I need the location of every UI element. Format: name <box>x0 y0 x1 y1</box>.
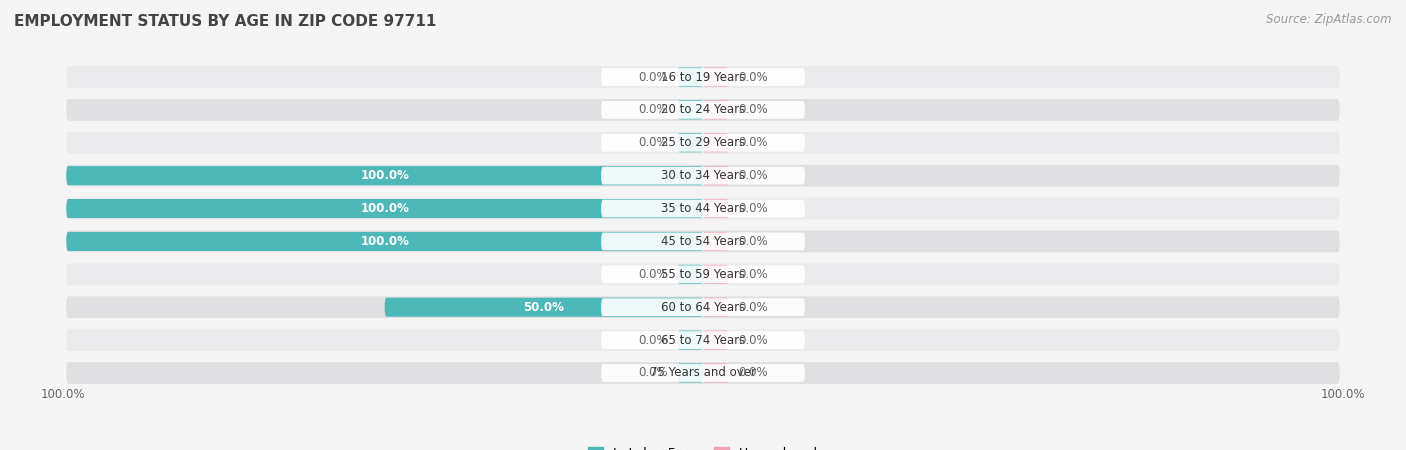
Text: 0.0%: 0.0% <box>738 169 768 182</box>
FancyBboxPatch shape <box>678 68 703 86</box>
FancyBboxPatch shape <box>602 101 804 119</box>
FancyBboxPatch shape <box>703 364 728 382</box>
FancyBboxPatch shape <box>678 100 703 119</box>
Text: 100.0%: 100.0% <box>360 202 409 215</box>
FancyBboxPatch shape <box>66 362 1340 384</box>
Text: 60 to 64 Years: 60 to 64 Years <box>661 301 745 314</box>
FancyBboxPatch shape <box>703 166 728 185</box>
FancyBboxPatch shape <box>66 230 1340 252</box>
Text: 0.0%: 0.0% <box>738 366 768 379</box>
Text: 0.0%: 0.0% <box>638 104 668 117</box>
FancyBboxPatch shape <box>703 133 728 152</box>
Text: 0.0%: 0.0% <box>738 333 768 346</box>
FancyBboxPatch shape <box>66 132 1340 153</box>
Text: EMPLOYMENT STATUS BY AGE IN ZIP CODE 97711: EMPLOYMENT STATUS BY AGE IN ZIP CODE 977… <box>14 14 436 28</box>
Text: 0.0%: 0.0% <box>638 71 668 84</box>
Text: 35 to 44 Years: 35 to 44 Years <box>661 202 745 215</box>
Text: 0.0%: 0.0% <box>738 202 768 215</box>
FancyBboxPatch shape <box>602 331 804 349</box>
Text: 100.0%: 100.0% <box>41 388 86 401</box>
FancyBboxPatch shape <box>66 297 1340 318</box>
FancyBboxPatch shape <box>66 99 1340 121</box>
FancyBboxPatch shape <box>703 331 728 350</box>
Text: 0.0%: 0.0% <box>638 333 668 346</box>
FancyBboxPatch shape <box>703 100 728 119</box>
Text: 50.0%: 50.0% <box>523 301 564 314</box>
FancyBboxPatch shape <box>703 265 728 284</box>
FancyBboxPatch shape <box>602 233 804 250</box>
Text: 100.0%: 100.0% <box>360 169 409 182</box>
Text: 0.0%: 0.0% <box>738 268 768 281</box>
FancyBboxPatch shape <box>66 199 703 218</box>
FancyBboxPatch shape <box>703 68 728 86</box>
Text: 0.0%: 0.0% <box>638 268 668 281</box>
Text: 16 to 19 Years: 16 to 19 Years <box>661 71 745 84</box>
FancyBboxPatch shape <box>66 232 703 251</box>
FancyBboxPatch shape <box>678 364 703 382</box>
FancyBboxPatch shape <box>66 263 1340 285</box>
FancyBboxPatch shape <box>66 198 1340 220</box>
FancyBboxPatch shape <box>703 298 728 317</box>
FancyBboxPatch shape <box>66 165 1340 186</box>
Text: 65 to 74 Years: 65 to 74 Years <box>661 333 745 346</box>
Text: 0.0%: 0.0% <box>738 235 768 248</box>
Text: 100.0%: 100.0% <box>1320 388 1365 401</box>
FancyBboxPatch shape <box>602 200 804 217</box>
FancyBboxPatch shape <box>602 266 804 283</box>
Text: 0.0%: 0.0% <box>738 136 768 149</box>
Text: 100.0%: 100.0% <box>360 235 409 248</box>
Text: 45 to 54 Years: 45 to 54 Years <box>661 235 745 248</box>
FancyBboxPatch shape <box>602 298 804 316</box>
Text: 0.0%: 0.0% <box>738 301 768 314</box>
Text: 0.0%: 0.0% <box>638 366 668 379</box>
FancyBboxPatch shape <box>385 298 703 317</box>
FancyBboxPatch shape <box>66 66 1340 88</box>
FancyBboxPatch shape <box>703 232 728 251</box>
FancyBboxPatch shape <box>602 68 804 86</box>
FancyBboxPatch shape <box>678 265 703 284</box>
FancyBboxPatch shape <box>678 331 703 350</box>
FancyBboxPatch shape <box>66 166 703 185</box>
Legend: In Labor Force, Unemployed: In Labor Force, Unemployed <box>583 442 823 450</box>
FancyBboxPatch shape <box>602 134 804 152</box>
Text: Source: ZipAtlas.com: Source: ZipAtlas.com <box>1267 14 1392 27</box>
Text: 25 to 29 Years: 25 to 29 Years <box>661 136 745 149</box>
Text: 0.0%: 0.0% <box>738 104 768 117</box>
FancyBboxPatch shape <box>703 199 728 218</box>
FancyBboxPatch shape <box>602 167 804 184</box>
Text: 55 to 59 Years: 55 to 59 Years <box>661 268 745 281</box>
Text: 0.0%: 0.0% <box>638 136 668 149</box>
FancyBboxPatch shape <box>66 329 1340 351</box>
Text: 0.0%: 0.0% <box>738 71 768 84</box>
Text: 30 to 34 Years: 30 to 34 Years <box>661 169 745 182</box>
Text: 75 Years and over: 75 Years and over <box>650 366 756 379</box>
Text: 20 to 24 Years: 20 to 24 Years <box>661 104 745 117</box>
FancyBboxPatch shape <box>678 133 703 152</box>
FancyBboxPatch shape <box>602 364 804 382</box>
